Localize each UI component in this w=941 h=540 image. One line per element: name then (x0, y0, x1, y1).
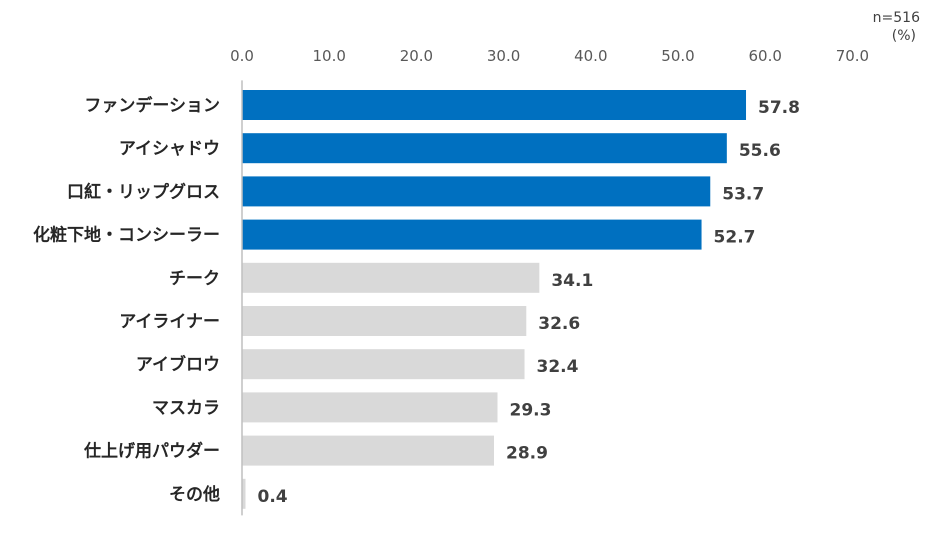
category-label: 化粧下地・コンシーラー (33, 225, 220, 246)
bar (242, 306, 527, 336)
x-tick-label: 30.0 (487, 47, 520, 65)
data-label: 53.7 (722, 184, 764, 204)
x-tick-label: 40.0 (574, 47, 607, 65)
category-label: 仕上げ用パウダー (83, 441, 220, 462)
data-label: 0.4 (257, 487, 287, 507)
data-label: 34.1 (551, 271, 593, 291)
x-tick-label: 60.0 (748, 47, 781, 65)
bar (242, 392, 498, 423)
data-label: 29.3 (509, 400, 551, 420)
sample-size-note: n=516 (873, 10, 920, 26)
category-label: ファンデーション (84, 95, 220, 116)
data-label: 57.8 (758, 98, 800, 118)
bar (242, 262, 540, 293)
data-label: 28.9 (506, 444, 548, 464)
x-axis-ticks: 0.0 10.0 20.0 30.0 40.0 50.0 60.0 70.0 (230, 47, 869, 65)
category-label: マスカラ (152, 398, 220, 418)
bar (242, 349, 525, 380)
data-label: 52.7 (714, 228, 756, 248)
bar (242, 90, 747, 120)
unit-note: (%) (892, 28, 916, 44)
category-labels: ファンデーションアイシャドウ口紅・リップグロス化粧下地・コンシーラーチークアイラ… (33, 95, 220, 505)
x-tick-label: 10.0 (312, 47, 345, 65)
category-label: アイブロウ (136, 354, 220, 375)
bar (242, 176, 711, 207)
bar (242, 133, 727, 164)
category-label: 口紅・リップグロス (67, 181, 220, 202)
x-tick-label: 70.0 (836, 47, 869, 65)
x-tick-label: 20.0 (400, 47, 433, 65)
data-label: 55.6 (739, 141, 781, 161)
category-label: その他 (169, 484, 220, 505)
category-label: アイシャドウ (119, 139, 220, 159)
bar (242, 478, 246, 509)
x-tick-label: 0.0 (230, 47, 254, 65)
bar (242, 219, 702, 250)
bars (242, 90, 747, 509)
category-label: チーク (169, 269, 220, 289)
value-labels: 57.8 55.6 53.7 52.7 34.1 32.6 32.4 29.3 28.9 0.4 (257, 98, 799, 507)
data-label: 32.4 (537, 357, 579, 377)
bar (242, 435, 495, 466)
category-label: アイライナー (119, 312, 220, 332)
x-tick-label: 50.0 (661, 47, 694, 65)
data-label: 32.6 (538, 314, 580, 334)
